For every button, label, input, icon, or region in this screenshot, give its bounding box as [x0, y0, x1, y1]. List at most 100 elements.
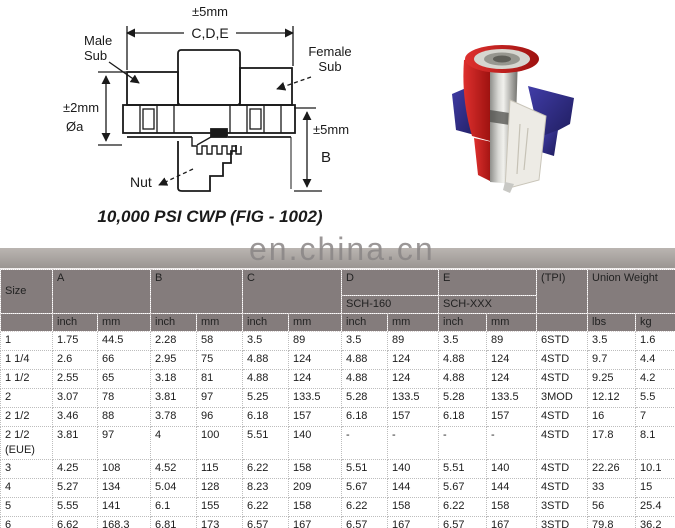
value-cell: 5.04: [150, 478, 197, 498]
value-cell: 81: [196, 369, 243, 389]
value-cell: 8.1: [635, 426, 675, 460]
value-cell: 100: [196, 426, 243, 460]
width-dimension-label: C,D,E: [191, 25, 228, 41]
table-row: 4 5.27 134 5.04 128 8.23 209 5.67 144 5.67 144 4STD…: [0, 478, 675, 498]
diameter-label: Øa: [66, 119, 84, 134]
value-cell: 88: [97, 407, 151, 427]
value-cell: 124: [486, 369, 538, 389]
union-cutaway-photo: [452, 45, 574, 193]
value-cell: 6.57: [438, 516, 488, 528]
value-cell: 124: [287, 350, 343, 370]
value-cell: 33: [587, 478, 637, 498]
value-cell: 6.18: [242, 407, 289, 427]
value-cell: 78: [97, 388, 151, 408]
value-cell: 158: [287, 497, 343, 517]
value-cell: 89: [387, 331, 440, 351]
value-cell: 56: [587, 497, 637, 517]
value-cell: 65: [97, 369, 151, 389]
unit-kg: kg: [635, 313, 675, 332]
size-cell: 2 1/2: [0, 407, 53, 427]
value-cell: 133.5: [387, 388, 440, 408]
value-cell: 4.88: [341, 350, 389, 370]
value-cell: 4.52: [150, 459, 197, 479]
value-cell: 6.1: [150, 497, 197, 517]
unit-b-inch: inch: [150, 313, 197, 332]
unit-d-mm: mm: [387, 313, 440, 332]
value-cell: 9.25: [587, 369, 637, 389]
value-cell: 173: [196, 516, 243, 528]
value-cell: 2.55: [52, 369, 98, 389]
header-b: B: [150, 269, 243, 314]
union-dimension-table: Size A B C D E (TPI) Union Weight SCH-16…: [0, 269, 675, 528]
table-row: 1 1.75 44.5 2.28 58 3.5 89 3.5 89 3.5 89 6STD 3.5 1.6: [0, 331, 675, 351]
value-cell: 4STD: [536, 407, 589, 427]
value-cell: 4.88: [242, 369, 289, 389]
value-cell: 5.27: [52, 478, 98, 498]
value-cell: 167: [486, 516, 538, 528]
value-cell: 3.46: [52, 407, 98, 427]
value-cell: 158: [486, 497, 538, 517]
value-cell: 144: [387, 478, 440, 498]
value-cell: 140: [287, 426, 343, 460]
header-size: Size: [0, 269, 53, 314]
size-cell: 5: [0, 497, 53, 517]
value-cell: 4.88: [438, 369, 488, 389]
table-top-band: [0, 248, 675, 269]
band-shape: [122, 104, 296, 134]
value-cell: 4: [150, 426, 197, 460]
value-cell: 4.88: [438, 350, 488, 370]
table-row: 3 4.25 108 4.52 115 6.22 158 5.51 140 5.51 140 4STD…: [0, 459, 675, 479]
value-cell: 6.57: [242, 516, 289, 528]
value-cell: 1.75: [52, 331, 98, 351]
value-cell: 115: [196, 459, 243, 479]
value-cell: 155: [196, 497, 243, 517]
value-cell: 133.5: [486, 388, 538, 408]
header-e-schedule: SCH-XXX: [438, 295, 538, 314]
size-cell: 2 1/2 (EUE): [0, 426, 53, 460]
tolerance-left-label: ±2mm: [63, 100, 99, 115]
unit-c-mm: mm: [287, 313, 343, 332]
value-cell: 1.6: [635, 331, 675, 351]
size-cell: 1 1/4: [0, 350, 53, 370]
value-cell: 4STD: [536, 369, 589, 389]
value-cell: 3.18: [150, 369, 197, 389]
value-cell: 97: [97, 426, 151, 460]
value-cell: 4.2: [635, 369, 675, 389]
value-cell: 97: [196, 388, 243, 408]
value-cell: 89: [486, 331, 538, 351]
value-cell: 158: [287, 459, 343, 479]
value-cell: 2.28: [150, 331, 197, 351]
value-cell: 134: [97, 478, 151, 498]
value-cell: 5.25: [242, 388, 289, 408]
value-cell: 209: [287, 478, 343, 498]
value-cell: 141: [97, 497, 151, 517]
value-cell: 12.12: [587, 388, 637, 408]
value-cell: 89: [287, 331, 343, 351]
value-cell: 22.26: [587, 459, 637, 479]
figure-caption: 10,000 PSI CWP (FIG - 1002): [97, 207, 323, 226]
header-d-schedule: SCH-160: [341, 295, 440, 314]
value-cell: 4.88: [242, 350, 289, 370]
value-cell: 16: [587, 407, 637, 427]
header-union-weight: Union Weight: [587, 269, 675, 314]
value-cell: 5.67: [438, 478, 488, 498]
header-e: E: [438, 269, 538, 296]
size-cell: 1 1/2: [0, 369, 53, 389]
table-row: 1 1/4 2.6 66 2.95 75 4.88 124 4.88 124 4.88 124 4ST…: [0, 350, 675, 370]
watermark-text: en.china.cn: [249, 231, 435, 267]
value-cell: 6.62: [52, 516, 98, 528]
value-cell: 5.51: [341, 459, 389, 479]
value-cell: 6.22: [242, 459, 289, 479]
value-cell: 5.28: [341, 388, 389, 408]
value-cell: -: [387, 426, 440, 460]
table-row: 6 6.62 168.3 6.81 173 6.57 167 6.57 167 6.57 167 3S…: [0, 516, 675, 528]
nut-label: Nut: [130, 174, 152, 190]
table-row: 2 1/2 (EUE) 3.81 97 4 100 5.51 140- - - -4STD 17.8…: [0, 426, 675, 460]
value-cell: 140: [387, 459, 440, 479]
tolerance-top-label: ±5mm: [192, 4, 228, 19]
unit-e-inch: inch: [438, 313, 488, 332]
seal-shape: [210, 128, 228, 138]
value-cell: 3.5: [587, 331, 637, 351]
value-cell: 6.81: [150, 516, 197, 528]
